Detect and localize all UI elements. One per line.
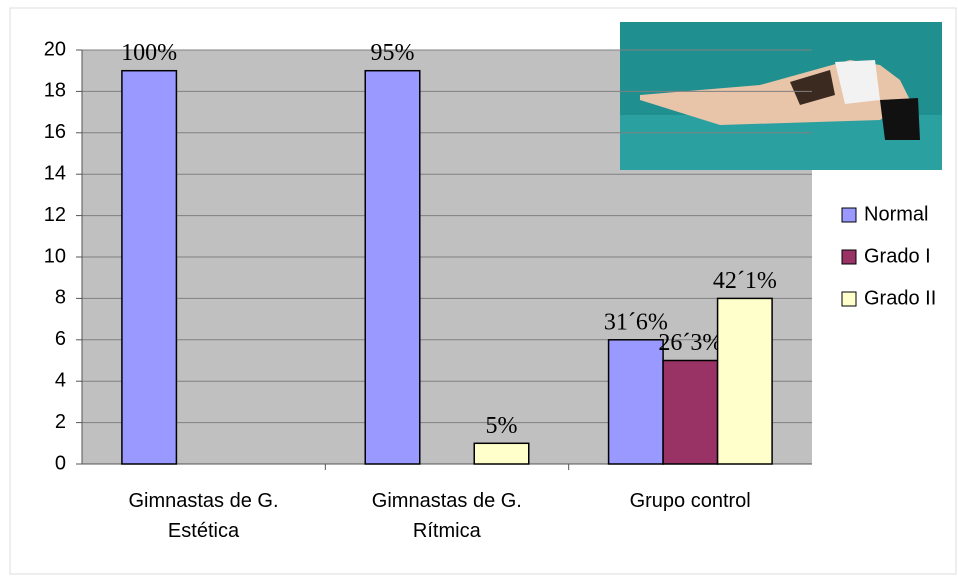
bar	[716, 297, 773, 465]
x-tick-label: Gimnastas de G. Estética	[128, 490, 279, 542]
y-tick-label: 10	[44, 245, 66, 267]
x-tick-label: Gimnastas de G. Rítmica	[371, 490, 522, 542]
value-label: 31´6%	[604, 309, 668, 335]
y-tick-label: 14	[44, 162, 66, 184]
bar	[607, 339, 664, 465]
legend-swatch	[841, 249, 857, 265]
bar	[473, 442, 530, 465]
y-tick-label: 0	[55, 452, 66, 474]
y-tick-label: 6	[55, 328, 66, 350]
legend-swatch	[841, 207, 857, 223]
y-tick-label: 2	[55, 411, 66, 433]
value-label: 95%	[371, 40, 415, 66]
value-label: 5%	[486, 413, 518, 439]
y-tick-label: 12	[44, 204, 66, 226]
value-label: 26´3%	[658, 330, 722, 356]
value-label: 100%	[121, 40, 177, 66]
legend-label: Grado II	[864, 287, 936, 309]
value-label: 42´1%	[713, 268, 777, 294]
legend-label: Grado I	[864, 245, 931, 267]
y-tick-label: 18	[44, 80, 66, 102]
legend-swatch	[841, 291, 857, 307]
x-tick-label: Grupo control	[629, 490, 751, 512]
y-tick-label: 16	[44, 121, 66, 143]
y-tick-label: 20	[44, 38, 66, 60]
y-tick-label: 4	[55, 369, 66, 391]
photo	[620, 22, 942, 170]
bar	[364, 69, 421, 465]
legend-label: Normal	[864, 203, 928, 225]
bar	[121, 69, 178, 465]
y-tick-label: 8	[55, 287, 66, 309]
bar	[662, 359, 719, 465]
